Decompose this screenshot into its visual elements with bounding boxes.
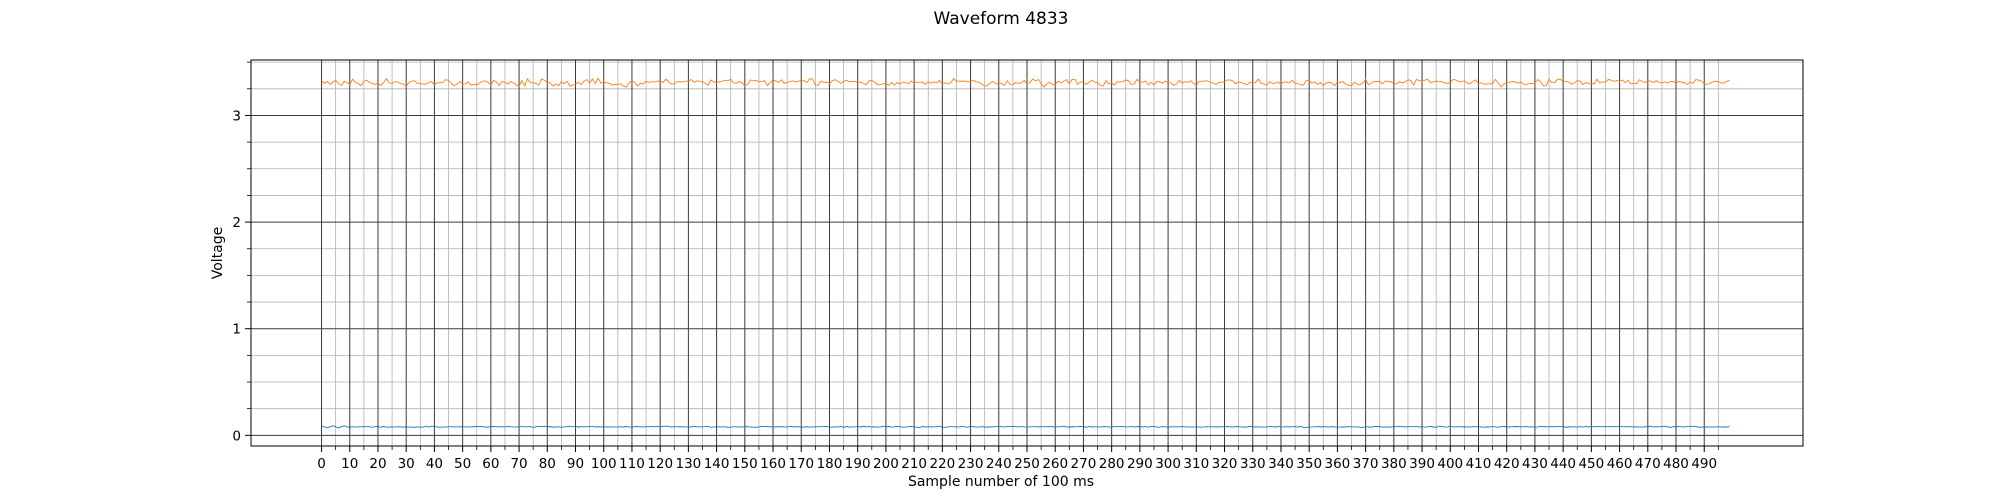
x-tick-label: 470	[1635, 456, 1661, 472]
x-tick-label: 140	[704, 456, 730, 472]
x-tick-label: 220	[929, 456, 955, 472]
x-tick-label: 180	[817, 456, 843, 472]
series-line-1	[321, 77, 1730, 88]
x-tick-label: 250	[1014, 456, 1040, 472]
x-tick-label: 40	[426, 456, 443, 472]
x-tick-label: 320	[1212, 456, 1238, 472]
x-tick-label: 120	[647, 456, 673, 472]
x-tick-label: 110	[619, 456, 645, 472]
x-tick-label: 360	[1325, 456, 1351, 472]
y-tick-label: 1	[232, 322, 241, 338]
x-tick-label: 150	[732, 456, 758, 472]
x-tick-label: 60	[482, 456, 499, 472]
x-tick-label: 20	[369, 456, 386, 472]
x-tick-label: 480	[1663, 456, 1689, 472]
x-tick-label: 290	[1127, 456, 1153, 472]
x-tick-label: 450	[1578, 456, 1604, 472]
x-tick-label: 230	[958, 456, 984, 472]
x-tick-label: 350	[1296, 456, 1322, 472]
series-layer	[321, 77, 1730, 429]
x-tick-label: 130	[675, 456, 701, 472]
x-tick-label: 170	[788, 456, 814, 472]
x-tick-label: 260	[1042, 456, 1068, 472]
x-tick-label: 300	[1155, 456, 1181, 472]
x-tick-label: 340	[1268, 456, 1294, 472]
x-axis-label: Sample number of 100 ms	[908, 474, 1094, 490]
x-tick-label: 410	[1466, 456, 1492, 472]
x-tick-label: 80	[539, 456, 556, 472]
x-tick-label: 460	[1607, 456, 1633, 472]
x-tick-label: 190	[845, 456, 871, 472]
x-tick-label: 330	[1240, 456, 1266, 472]
chart-title: Waveform 4833	[934, 9, 1069, 29]
x-tick-label: 90	[567, 456, 584, 472]
x-tick-label: 200	[873, 456, 899, 472]
x-tick-label: 490	[1691, 456, 1717, 472]
x-tick-label: 390	[1409, 456, 1435, 472]
x-tick-label: 50	[454, 456, 471, 472]
x-tick-label: 0	[317, 456, 326, 472]
x-tick-label: 440	[1550, 456, 1576, 472]
x-tick-label: 70	[510, 456, 527, 472]
x-tick-label: 10	[341, 456, 358, 472]
x-tick-label: 420	[1494, 456, 1520, 472]
y-tick-label: 0	[232, 428, 241, 444]
x-tick-label: 240	[986, 456, 1012, 472]
y-axis-ticks: 0 1 2 3	[232, 61, 251, 444]
major-grid	[251, 60, 1803, 446]
x-tick-label: 310	[1183, 456, 1209, 472]
series-line-2	[321, 425, 1730, 429]
x-tick-label: 270	[1071, 456, 1097, 472]
x-tick-label: 370	[1353, 456, 1379, 472]
x-axis-ticks: 0 10 20 30 40 50 60 70 80 90 100 110 120 130 140 150 160…	[317, 446, 1719, 472]
x-tick-label: 210	[901, 456, 927, 472]
y-tick-label: 2	[232, 215, 241, 231]
x-tick-label: 160	[760, 456, 786, 472]
y-tick-label: 3	[232, 108, 241, 124]
x-tick-label: 380	[1381, 456, 1407, 472]
x-tick-label: 400	[1437, 456, 1463, 472]
y-axis-label: Voltage	[210, 227, 226, 280]
x-tick-label: 430	[1522, 456, 1548, 472]
x-tick-label: 100	[591, 456, 617, 472]
x-tick-label: 280	[1099, 456, 1125, 472]
x-tick-label: 30	[398, 456, 415, 472]
